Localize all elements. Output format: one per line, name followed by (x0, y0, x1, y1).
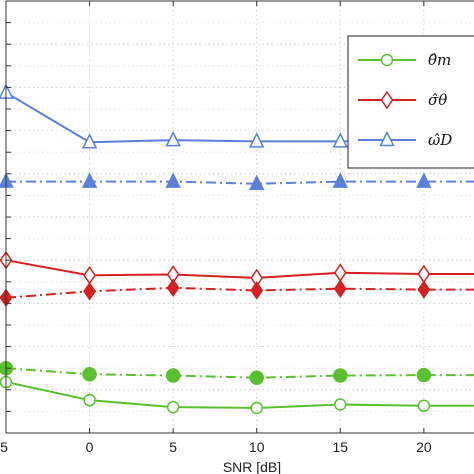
axes (5, 0, 474, 434)
marker-4-4 (332, 132, 348, 148)
grid (6, 1, 474, 433)
marker-legend-0 (380, 53, 394, 67)
marker-4-3 (249, 132, 265, 148)
legend-label-1: σ̂θ (428, 91, 447, 109)
legend-label-0: θ̂m (428, 51, 451, 69)
legend: θ̂m σ̂θ ω̂D (347, 35, 474, 169)
x-tick-label-3: 10 (249, 439, 265, 455)
marker-1-4 (333, 368, 348, 383)
marker-1-1 (82, 366, 97, 382)
marker-1-3 (249, 370, 264, 385)
marker-0-1 (83, 393, 96, 407)
x-tick-label-1: 0 (86, 439, 94, 455)
marker-3-4 (333, 279, 347, 299)
x-tick-label-4: 15 (332, 439, 348, 455)
marker-3-3 (250, 281, 264, 300)
marker-0-2 (166, 400, 180, 414)
x-tick-label-0: 5 (0, 439, 8, 455)
marker-5-4 (332, 172, 348, 188)
x-axis-label: SNR [dB] (223, 459, 281, 474)
marker-1-5 (416, 367, 432, 383)
x-tick-label-5: 20 (416, 439, 432, 455)
series-1 (0, 360, 474, 385)
marker-0-3 (250, 401, 263, 415)
x-tick-label-2: 5 (169, 439, 177, 455)
marker-0-5 (417, 399, 431, 413)
marker-5-5 (416, 172, 432, 188)
marker-5-3 (249, 174, 265, 190)
marker-5-2 (165, 172, 181, 188)
marker-legend-1 (380, 90, 394, 110)
x-ticks: 5 0 5 10 15 20 (0, 439, 432, 455)
marker-4-2 (165, 130, 181, 147)
marker-0-4 (334, 398, 347, 411)
marker-1-2 (165, 368, 181, 383)
legend-label-2: ω̂D (428, 131, 452, 149)
marker-3-1 (83, 281, 96, 301)
marker-5-1 (81, 172, 98, 188)
marker-legend-2 (379, 130, 395, 147)
marker-3-5 (417, 280, 431, 299)
marker-3-2 (166, 278, 180, 298)
legend-box (347, 35, 474, 169)
marker-4-1 (81, 133, 98, 149)
